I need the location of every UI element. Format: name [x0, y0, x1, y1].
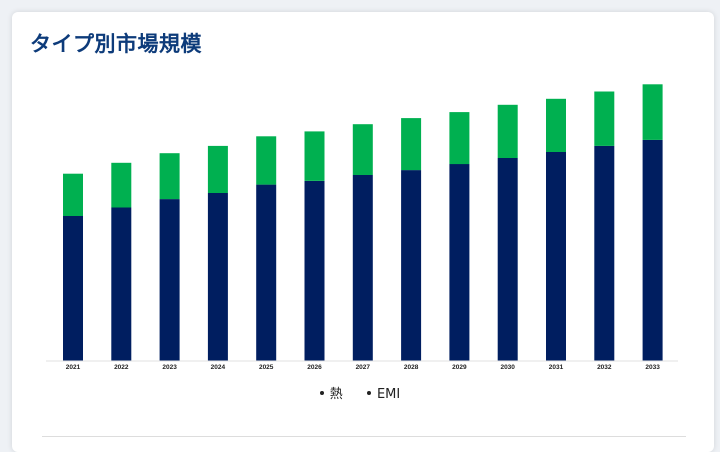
bar-thermal-2025[interactable] [256, 184, 277, 361]
bar-thermal-2031[interactable] [546, 152, 566, 361]
x-tick-label-2029: 2029 [452, 364, 467, 371]
bar-thermal-2033[interactable] [642, 139, 663, 361]
bar-emi-2021[interactable] [63, 173, 83, 216]
x-tick-label-2023: 2023 [162, 364, 177, 371]
x-tick-label-2028: 2028 [404, 364, 419, 371]
x-tick-label-2025: 2025 [259, 364, 274, 371]
x-tick-label-2021: 2021 [66, 364, 81, 371]
legend-label-emi: EMI [376, 387, 401, 402]
x-tick-label-2024: 2024 [211, 364, 226, 371]
legend-item-thermal[interactable]: 熱 [319, 383, 343, 402]
legend-dot-icon [319, 390, 324, 395]
x-tick-label-2030: 2030 [500, 364, 515, 371]
bar-emi-2033[interactable] [642, 84, 663, 140]
bar-thermal-2023[interactable] [159, 199, 180, 361]
page-title: タイプ別市場規模 [30, 32, 202, 56]
bar-emi-2026[interactable] [304, 131, 325, 181]
bar-thermal-2028[interactable] [401, 170, 422, 361]
bar-thermal-2024[interactable] [207, 193, 228, 361]
bar-emi-2030[interactable] [497, 104, 518, 158]
bar-emi-2029[interactable] [449, 112, 470, 165]
legend: 熱 EMI [0, 383, 720, 402]
stacked-bar-chart: 2021 2022 2023 2024 2025 2026 2027 2028 2029 2030… [46, 84, 678, 371]
bar-emi-2028[interactable] [401, 118, 422, 171]
legend-dot-icon [366, 390, 371, 395]
bar-emi-2027[interactable] [352, 124, 373, 175]
bars-group [63, 84, 663, 361]
bar-thermal-2032[interactable] [594, 145, 615, 361]
x-tick-label-2027: 2027 [356, 364, 371, 371]
x-tick-label-2033: 2033 [645, 364, 660, 371]
x-tick-label-2026: 2026 [307, 364, 322, 371]
bar-thermal-2030[interactable] [497, 158, 518, 361]
divider [42, 436, 686, 437]
x-tick-label-2031: 2031 [549, 364, 564, 371]
legend-label-thermal: 熱 [329, 387, 343, 402]
bar-emi-2032[interactable] [594, 91, 615, 146]
bar-thermal-2026[interactable] [304, 181, 325, 361]
bar-thermal-2027[interactable] [352, 174, 373, 361]
x-tick-labels: 2021 2022 2023 2024 2025 2026 2027 2028 2029 2030… [66, 364, 660, 371]
bar-thermal-2029[interactable] [449, 164, 470, 361]
bar-thermal-2022[interactable] [111, 207, 132, 362]
bar-thermal-2021[interactable] [63, 216, 83, 361]
bar-emi-2024[interactable] [207, 145, 228, 193]
bar-emi-2022[interactable] [111, 162, 132, 208]
bar-emi-2025[interactable] [256, 136, 277, 185]
x-tick-label-2022: 2022 [114, 364, 129, 371]
x-tick-label-2032: 2032 [597, 364, 612, 371]
bar-emi-2023[interactable] [159, 153, 180, 200]
bar-emi-2031[interactable] [546, 98, 566, 152]
legend-item-emi[interactable]: EMI [366, 387, 401, 402]
